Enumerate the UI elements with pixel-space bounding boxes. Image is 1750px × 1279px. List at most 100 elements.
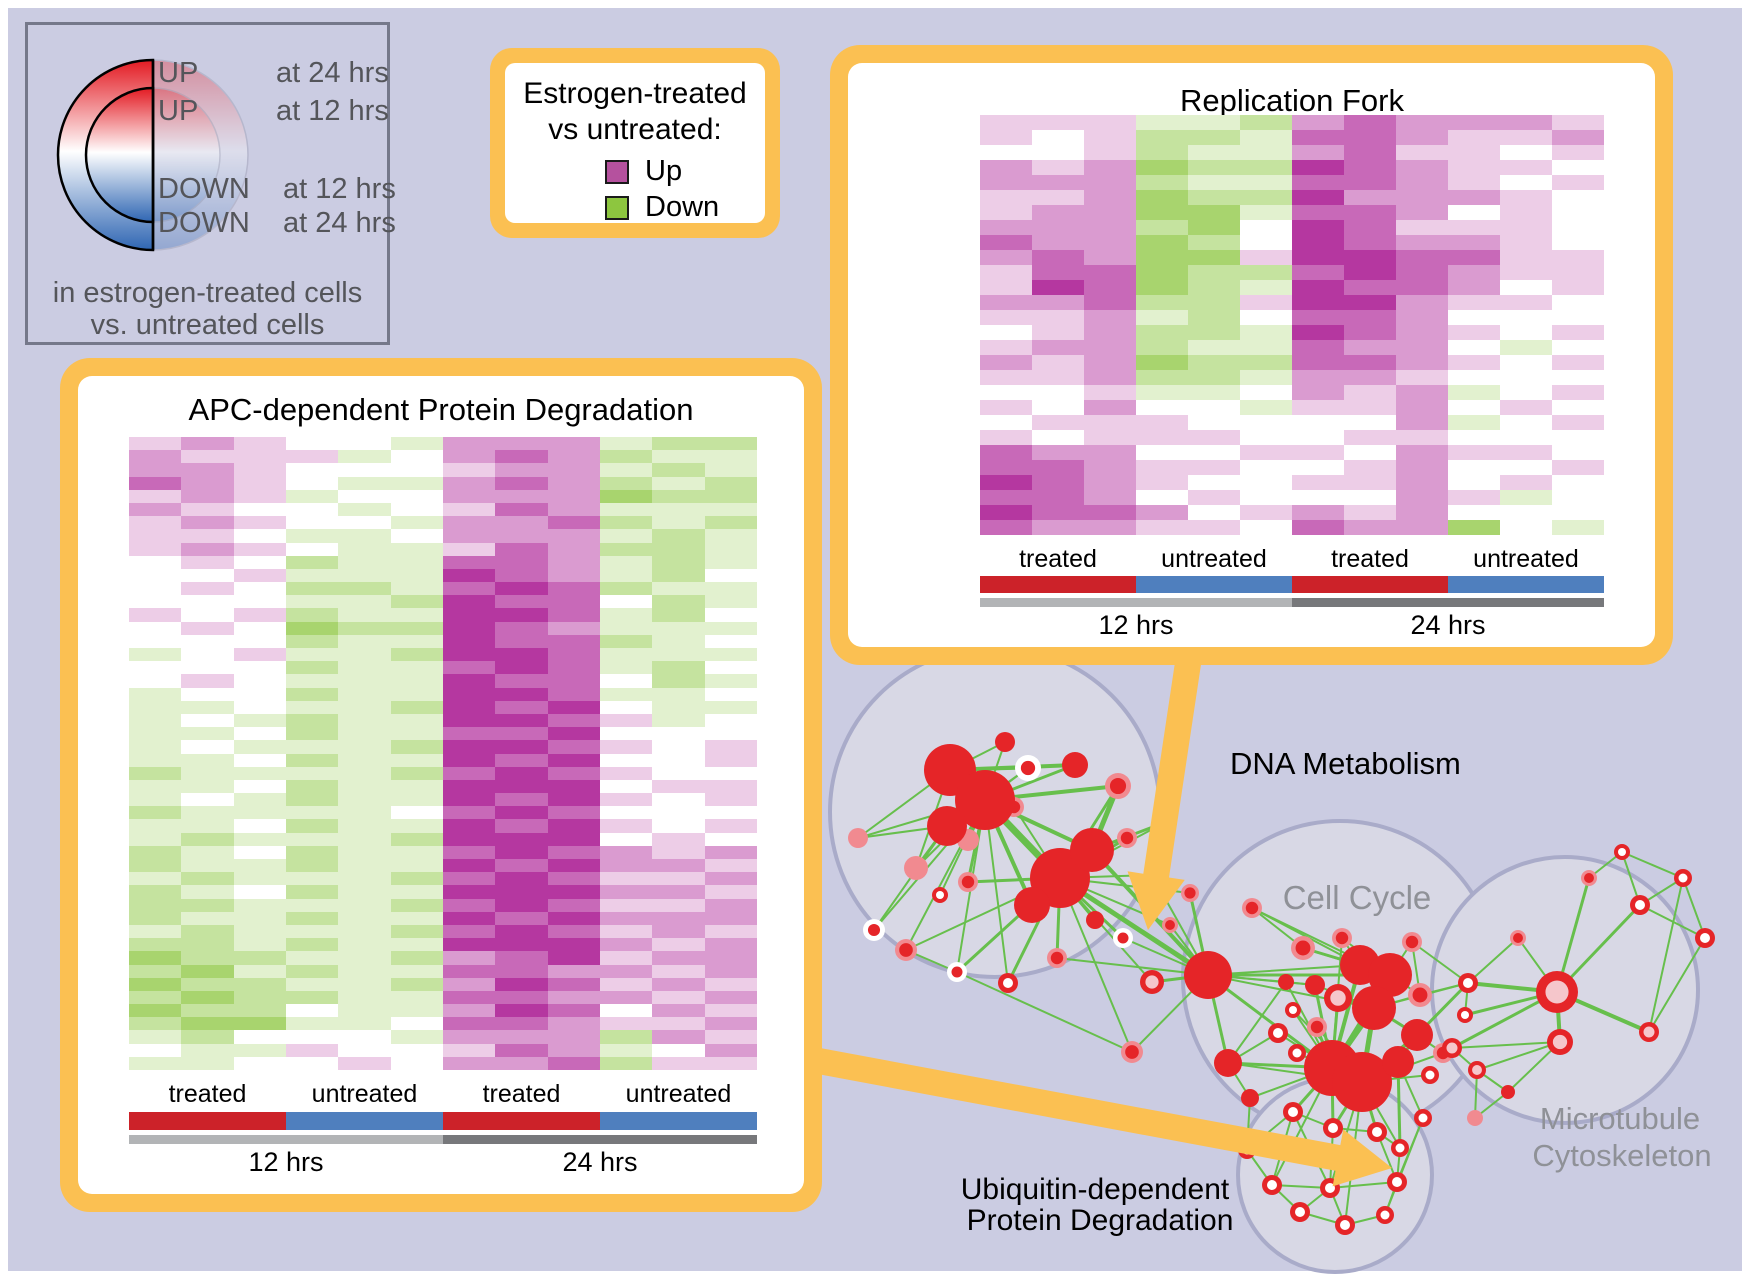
heatmap-cell	[495, 700, 548, 714]
network-node-core	[1372, 1127, 1382, 1137]
heatmap-cell	[129, 819, 182, 833]
heatmap-cell	[1240, 190, 1292, 205]
heatmap-cell	[1344, 490, 1396, 505]
heatmap-cell	[338, 872, 391, 886]
heatmap-cell	[442, 885, 496, 899]
heatmap-cell	[1240, 340, 1292, 355]
down-label: Down	[645, 191, 720, 223]
heatmap-cell	[129, 911, 182, 925]
heatmap-cell	[1084, 400, 1136, 415]
heatmap-cell	[129, 648, 182, 662]
heatmap-cell	[980, 370, 1032, 385]
heatmap-cell	[599, 674, 653, 688]
heatmap-cell	[390, 964, 443, 978]
heatmap-cell	[547, 977, 600, 991]
network-edge	[1467, 937, 1519, 984]
heatmap-cell	[442, 832, 496, 846]
repfork-time-labels: 12 hrs 24 hrs	[980, 610, 1604, 641]
heatmap-cell	[547, 1004, 600, 1018]
heatmap-cell	[1032, 400, 1084, 415]
heatmap-cell	[338, 1043, 391, 1057]
heatmap-cell	[338, 542, 391, 556]
heatmap-cell	[1500, 385, 1552, 400]
heatmap-cell	[599, 700, 653, 714]
heatmap-cell	[233, 555, 286, 569]
heatmap-cell	[599, 898, 653, 912]
heatmap-cell	[1292, 145, 1344, 160]
network-node-core	[1328, 1123, 1338, 1133]
heatmap-cell	[181, 753, 234, 767]
estrogen-legend-inner: Estrogen-treated vs untreated: Up Down	[505, 63, 765, 223]
heatmap-cell	[1396, 370, 1448, 385]
heatmap-cell	[599, 687, 653, 701]
network-edge	[1056, 957, 1209, 976]
heatmap-cell	[233, 872, 286, 886]
heatmap-cell	[129, 1017, 182, 1031]
heatmap-cell	[129, 806, 182, 820]
heatmap-cell	[442, 674, 496, 688]
heatmap-cell	[652, 713, 705, 728]
heatmap-cell	[652, 450, 705, 464]
heatmap-cell	[704, 687, 757, 701]
heatmap-cell	[599, 648, 653, 662]
heatmap-cell	[1500, 445, 1552, 460]
heatmap-cell	[338, 793, 391, 807]
network-edge	[984, 799, 1009, 984]
heatmap-cell	[652, 674, 705, 688]
heatmap-cell	[181, 437, 234, 451]
apc-panel-title: APC-dependent Protein Degradation	[188, 392, 694, 427]
heatmap-cell	[495, 555, 548, 569]
heatmap-cell	[285, 819, 339, 833]
heatmap-cell	[1188, 280, 1240, 295]
heatmap-cell	[1188, 205, 1240, 220]
heatmap-cell	[233, 779, 286, 794]
heatmap-cell	[390, 898, 443, 912]
heatmap-cell	[285, 621, 339, 635]
heatmap-cell	[338, 648, 391, 662]
network-node-core	[1446, 1042, 1458, 1054]
repfork-group-treated-24: treated	[1331, 545, 1409, 573]
heatmap-cell	[1344, 400, 1396, 415]
heatmap-cell	[1292, 355, 1344, 370]
heatmap-cell	[390, 713, 443, 728]
network-node-core	[1635, 900, 1645, 910]
arrow-apc-to-ubiquitin	[757, 1037, 1392, 1187]
heatmap-cell	[338, 885, 391, 899]
heatmap-cell	[442, 740, 496, 754]
heatmap-cell	[1448, 115, 1500, 130]
heatmap-cell	[1344, 295, 1396, 310]
heatmap-cell	[704, 872, 757, 886]
heatmap-cell	[652, 582, 705, 596]
network-node-core	[936, 891, 944, 899]
heatmap-cell	[652, 964, 705, 978]
network-node-core	[1340, 1220, 1350, 1230]
heatmap-cell	[442, 793, 496, 807]
heatmap-cell	[495, 845, 548, 859]
heatmap-cell	[495, 1056, 548, 1070]
network-edge	[1648, 877, 1684, 1033]
apc-panel-inner: APC-dependent Protein Degradation treate…	[78, 376, 804, 1194]
network-edge	[1227, 981, 1287, 1064]
heatmap-cell	[1136, 190, 1188, 205]
key-caption-line2: vs. untreated cells	[90, 309, 325, 341]
heatmap-cell	[338, 516, 391, 530]
heatmap-cell	[285, 898, 339, 912]
heatmap-cell	[652, 502, 705, 517]
heatmap-cell	[233, 1030, 286, 1044]
heatmap-cell	[338, 463, 391, 477]
heatmap-cell	[390, 872, 443, 886]
heatmap-cell	[704, 793, 757, 807]
heatmap-cell	[1500, 355, 1552, 370]
heatmap-cell	[390, 555, 443, 569]
heatmap-cell	[129, 885, 182, 899]
heatmap-cell	[338, 568, 391, 583]
apc-group-labels: treated untreated treated untreated	[129, 1080, 757, 1109]
heatmap-cell	[1344, 445, 1396, 460]
heatmap-cell	[652, 885, 705, 899]
heatmap-cell	[1240, 475, 1292, 490]
heatmap-cell	[980, 310, 1032, 325]
heatmap-cell	[1500, 250, 1552, 265]
heatmap-cell	[1396, 250, 1448, 265]
apc-heatmap-panel: APC-dependent Protein Degradation treate…	[60, 358, 822, 1212]
heatmap-cell	[1240, 145, 1292, 160]
